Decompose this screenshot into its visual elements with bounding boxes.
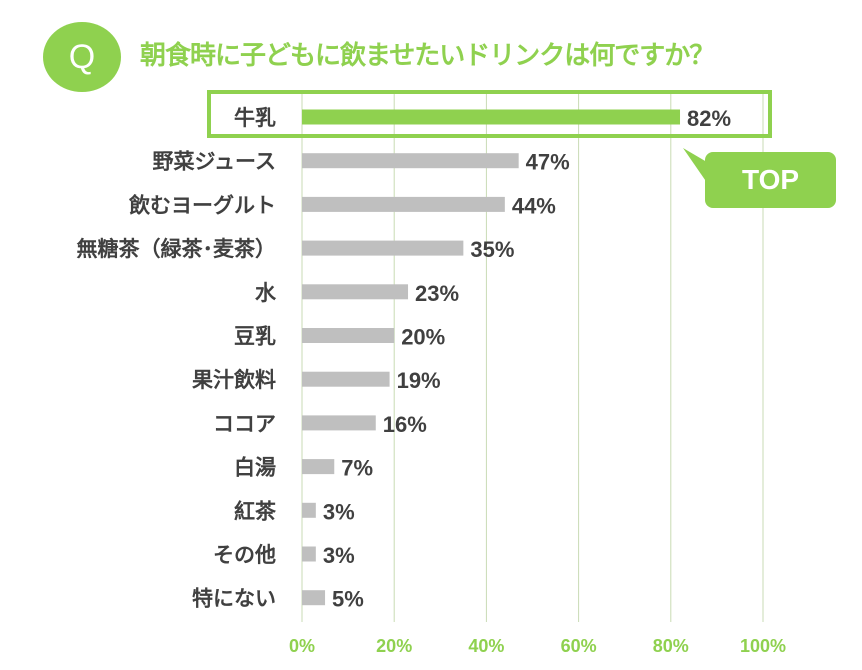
callout-tail: [683, 148, 712, 190]
value-label: 47%: [526, 150, 570, 175]
bar: [302, 546, 316, 562]
bar: [302, 415, 376, 431]
bar: [302, 153, 519, 169]
top-callout: TOP: [705, 152, 836, 208]
q-label: Q: [68, 37, 96, 76]
category-label: 紅茶: [234, 499, 277, 523]
category-label: 牛乳: [234, 106, 276, 130]
category-label: ココア: [213, 412, 276, 436]
x-tick-label: 40%: [468, 636, 504, 656]
bar: [302, 502, 316, 518]
x-tick-label: 60%: [561, 636, 597, 656]
bar: [302, 590, 326, 606]
x-tick-label: 20%: [376, 636, 412, 656]
bar: [302, 240, 464, 256]
value-label: 82%: [687, 106, 731, 131]
value-label: 19%: [397, 368, 441, 393]
bar: [302, 328, 395, 343]
bar: [302, 284, 409, 300]
x-tick-label: 100%: [740, 636, 786, 656]
chart-title: 朝食時に子どもに飲ませたいドリンクは何ですか？: [140, 41, 715, 71]
category-label: 特にない: [192, 587, 276, 611]
value-label: 16%: [383, 412, 427, 437]
highlight-box: [207, 90, 772, 138]
value-label: 23%: [415, 281, 459, 306]
bar: [302, 109, 681, 125]
value-label: 5%: [332, 587, 364, 612]
value-label: 7%: [341, 456, 373, 481]
top-callout-label: TOP: [741, 164, 800, 195]
bar: [302, 196, 505, 212]
x-tick-label: 80%: [653, 636, 689, 656]
category-label: 無糖茶（緑茶･麦茶）: [77, 237, 277, 261]
q-badge: Q: [43, 22, 121, 92]
value-label: 20%: [401, 325, 445, 350]
category-label: 白湯: [234, 456, 276, 480]
category-label: その他: [213, 543, 276, 567]
category-label: 果汁飲料: [192, 368, 276, 392]
value-label: 44%: [512, 193, 556, 218]
value-label: 35%: [470, 237, 514, 262]
category-label: 水: [255, 281, 277, 305]
category-label: 飲むヨーグルト: [128, 193, 276, 217]
x-tick-label: 0%: [289, 636, 315, 656]
bar: [302, 459, 335, 475]
category-label: 野菜ジュース: [153, 150, 276, 174]
value-label: 3%: [323, 499, 355, 524]
bar: [302, 371, 390, 387]
category-label: 豆乳: [234, 325, 276, 349]
value-label: 3%: [323, 543, 355, 568]
